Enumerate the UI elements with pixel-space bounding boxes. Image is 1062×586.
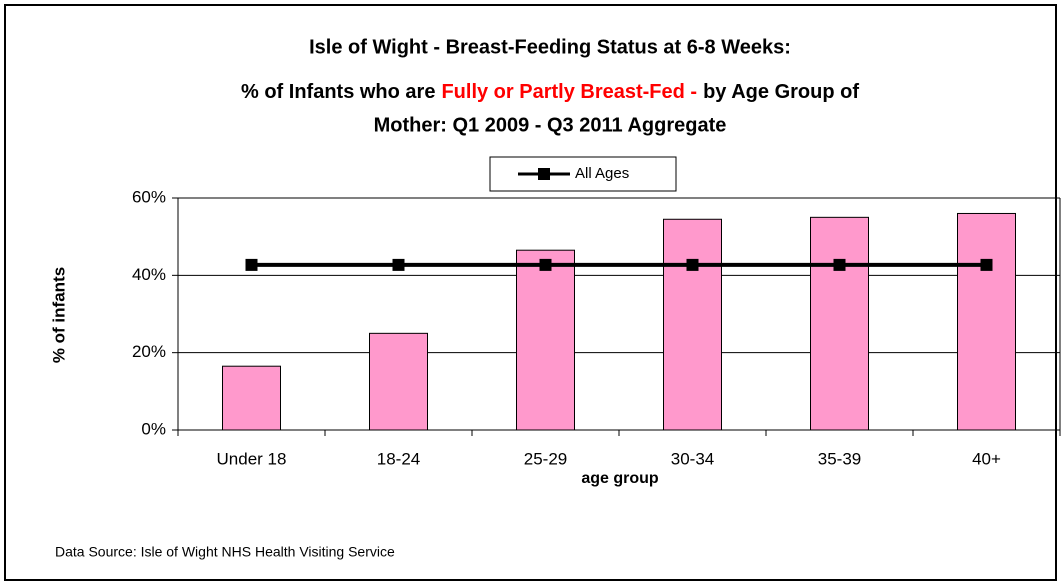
title-part: by Age Group of [703,81,859,103]
x-tick-label: 30-34 [671,449,714,468]
bar [222,365,281,431]
x-tick-label: Under 18 [217,449,287,468]
line-marker [539,258,552,271]
bar [957,212,1016,431]
y-tick-label: 60% [132,187,166,206]
x-tick-label: 35-39 [818,449,861,468]
line-marker [392,258,405,271]
y-tick-label: 40% [132,265,166,284]
legend-marker [538,168,550,180]
x-tick-label: 18-24 [377,449,420,468]
legend-label: All Ages [575,165,629,182]
chart-title: Mother: Q1 2009 - Q3 2011 Aggregate [374,114,727,136]
source-note: Data Source: Isle of Wight NHS Health Vi… [55,544,395,560]
y-tick-label: 20% [132,342,166,361]
bar [369,332,428,431]
line-marker [833,258,846,271]
line-marker [245,258,258,271]
line-marker [686,258,699,271]
y-axis-label: % of infants [49,267,68,363]
bar [810,216,869,431]
bar [516,249,575,431]
chart-title: Isle of Wight - Breast-Feeding Status at… [309,36,791,58]
chart-title: % of Infants who are Fully or Partly Brea… [241,81,859,103]
line-marker [980,258,993,271]
title-highlight: Fully or Partly Breast-Fed - [441,81,697,103]
y-tick-label: 0% [141,419,166,438]
x-tick-label: 25-29 [524,449,567,468]
x-axis-label: age group [581,470,659,487]
bar [663,218,722,431]
x-tick-label: 40+ [972,449,1001,468]
title-part: % of Infants who are [241,81,435,103]
